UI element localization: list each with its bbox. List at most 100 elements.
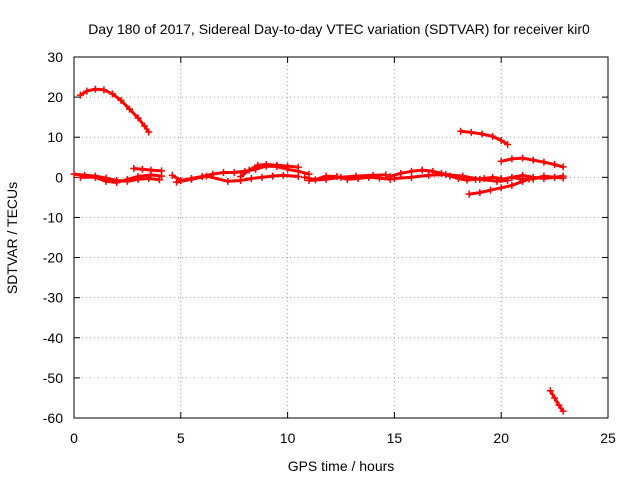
data-point <box>237 173 245 181</box>
data-point <box>476 175 484 183</box>
data-point <box>262 160 270 168</box>
grid <box>74 57 608 418</box>
series-trace-9 <box>305 171 390 185</box>
data-point <box>497 184 505 192</box>
y-tick-label: -60 <box>43 410 63 426</box>
data-point <box>245 166 253 174</box>
data-point <box>254 161 262 169</box>
data-point <box>294 173 302 181</box>
data-point <box>230 169 238 177</box>
data-point <box>168 171 176 179</box>
data-point <box>224 177 232 185</box>
data-point <box>551 160 559 168</box>
data-point <box>322 175 330 183</box>
data-point <box>247 175 255 183</box>
data-point <box>102 177 110 185</box>
data-point <box>555 401 563 409</box>
y-tick-label: -50 <box>43 370 63 386</box>
data-point <box>551 173 559 181</box>
data-point <box>529 156 537 164</box>
x-tick-label: 0 <box>70 430 78 446</box>
series-line <box>176 173 299 184</box>
data-point <box>305 170 313 178</box>
data-point <box>390 175 398 183</box>
data-point <box>407 173 415 181</box>
series-trace-7 <box>237 160 302 181</box>
y-tick-labels: 30 20 10 0 -10 -20 -30 -40 -50 -60 <box>43 49 63 426</box>
data-point <box>519 175 527 183</box>
series-line <box>79 87 151 133</box>
data-point <box>457 127 465 135</box>
data-point <box>269 172 277 180</box>
data-point <box>407 167 415 175</box>
data-point <box>425 171 433 179</box>
y-tick-label: -40 <box>43 330 63 346</box>
y-tick-label: -30 <box>43 290 63 306</box>
x-tick-label: 20 <box>493 430 509 446</box>
data-point <box>459 172 467 180</box>
data-point <box>117 96 125 104</box>
data-point <box>559 174 567 182</box>
data-point <box>138 165 146 173</box>
data-point <box>220 169 228 177</box>
data-point <box>519 154 527 162</box>
x-tick-labels: 0 5 10 15 20 25 <box>70 430 616 446</box>
data-point <box>76 91 84 99</box>
data-point <box>108 90 116 98</box>
data-point <box>489 132 497 140</box>
data-point <box>123 175 131 183</box>
y-tick-label: -10 <box>43 209 63 225</box>
x-tick-label: 10 <box>280 430 296 446</box>
data-point <box>508 173 516 181</box>
data-point <box>442 171 450 179</box>
series-layer <box>70 85 567 415</box>
data-point <box>465 190 473 198</box>
data-point <box>76 173 84 181</box>
y-tick-label: 30 <box>47 49 63 65</box>
data-point <box>134 173 142 181</box>
data-point <box>559 163 567 171</box>
series-trace-13 <box>497 154 567 171</box>
x-axis-label: GPS time / hours <box>288 458 395 474</box>
series-trace-4 <box>130 165 166 175</box>
data-point <box>158 167 166 175</box>
data-point <box>100 86 108 94</box>
data-point <box>155 176 163 184</box>
data-point <box>258 173 266 181</box>
data-point <box>497 157 505 165</box>
data-point <box>540 172 548 180</box>
data-point <box>476 189 484 197</box>
data-point <box>369 171 377 179</box>
data-point <box>279 171 287 179</box>
data-point <box>352 172 360 180</box>
y-tick-label: 10 <box>47 129 63 145</box>
data-point <box>91 173 99 181</box>
y-tick-label: -20 <box>43 250 63 266</box>
x-tick-label: 25 <box>600 430 616 446</box>
data-point <box>546 387 554 395</box>
data-point <box>559 407 567 415</box>
data-point <box>551 394 559 402</box>
data-point <box>529 175 537 183</box>
data-point <box>508 181 516 189</box>
data-point <box>497 136 505 144</box>
data-point <box>386 173 394 181</box>
data-point <box>91 85 99 93</box>
series-trace-3 <box>76 171 166 187</box>
data-point <box>508 155 516 163</box>
x-tick-label: 15 <box>387 430 403 446</box>
y-tick-label: 0 <box>55 169 63 185</box>
data-point <box>397 169 405 177</box>
data-point <box>497 175 505 183</box>
data-point <box>70 170 78 178</box>
data-point <box>147 166 155 174</box>
data-point <box>540 158 548 166</box>
series-line <box>549 389 565 413</box>
data-point <box>130 165 138 173</box>
series-trace-12 <box>457 127 512 148</box>
data-point <box>294 163 302 171</box>
data-point <box>504 140 512 148</box>
chart-title: Day 180 of 2017, Sidereal Day-to-day VTE… <box>88 21 590 37</box>
data-point <box>145 128 153 136</box>
